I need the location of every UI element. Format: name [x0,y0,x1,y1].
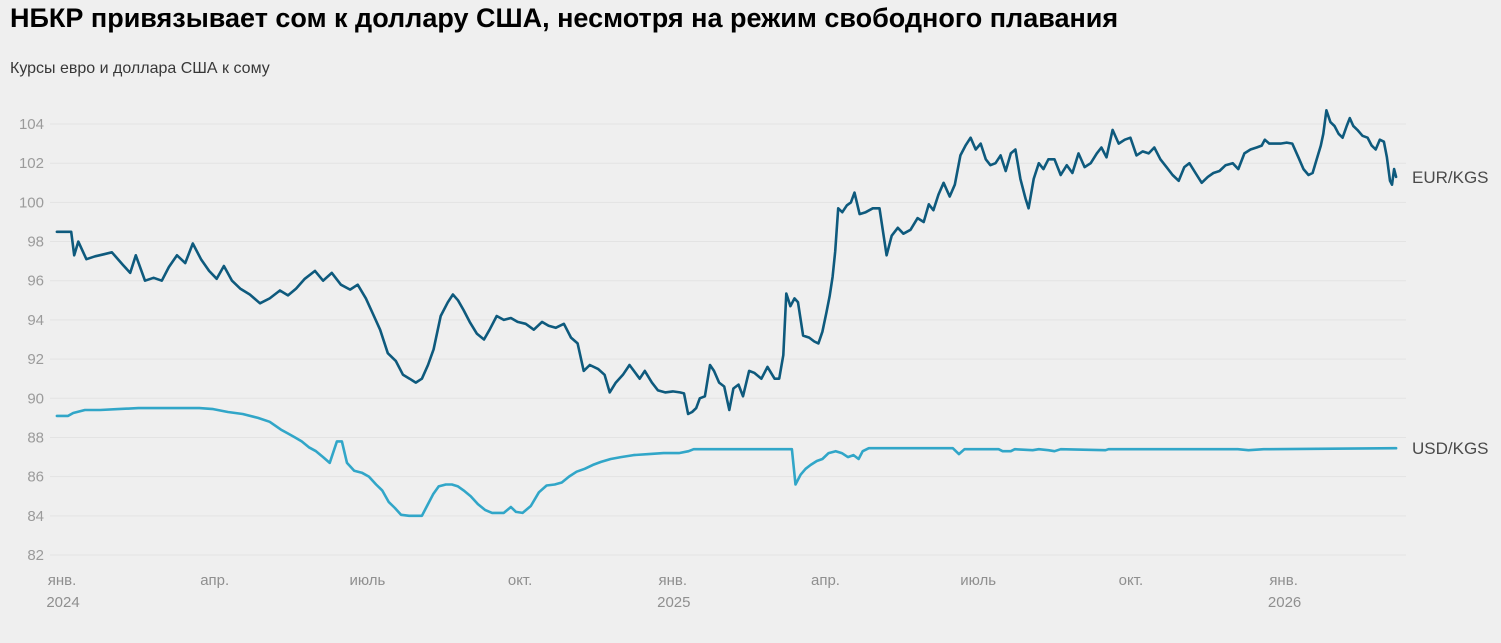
y-tick-label: 94 [27,312,44,329]
usd-kgs-label: USD/KGS [1412,439,1489,458]
y-tick-label: 88 [27,429,44,446]
x-tick-year-label: 2026 [1268,594,1301,611]
x-tick-label: окт. [1119,572,1143,589]
eur-kgs-line [55,109,1398,416]
y-axis-tick-labels: 82 84 86 88 90 92 94 96 98 100 102 104 [19,116,44,564]
x-tick-year-label: 2025 [657,594,690,611]
y-tick-label: 92 [27,351,44,368]
series-lines [55,109,1398,518]
x-tick-label: янв. [48,572,77,589]
y-tick-label: 104 [19,116,44,133]
chart-subtitle: Курсы евро и доллара США к сому [10,60,270,77]
x-tick-label: апр. [200,572,229,589]
series-end-labels: EUR/KGS USD/KGS [1412,168,1489,458]
x-axis-tick-labels: янв. 2024 апр. июль окт. янв. 2025 апр. июль окт.… [46,572,1301,611]
x-tick-label: янв. [659,572,688,589]
y-tick-label: 84 [27,508,44,525]
chart-title: НБКР привязывает сом к доллару США, несм… [10,3,1119,33]
x-tick-label: июль [349,572,385,589]
usd-kgs-line [55,406,1398,518]
y-tick-label: 86 [27,469,44,486]
eur-kgs-label: EUR/KGS [1412,168,1489,187]
y-tick-label: 96 [27,273,44,290]
gridlines [50,123,1406,556]
x-tick-label: янв. [1269,572,1298,589]
x-tick-label: июль [960,572,996,589]
y-tick-label: 102 [19,155,44,172]
y-tick-label: 90 [27,390,44,407]
y-tick-label: 98 [27,234,44,251]
x-tick-year-label: 2024 [46,594,79,611]
y-tick-label: 82 [27,547,44,564]
y-tick-label: 100 [19,194,44,211]
x-tick-label: апр. [811,572,840,589]
x-tick-label: окт. [508,572,532,589]
